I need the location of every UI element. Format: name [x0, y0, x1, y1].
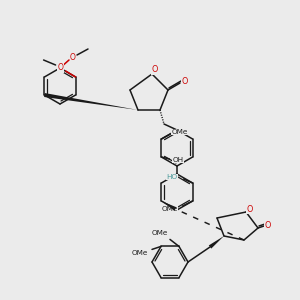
Text: O: O	[247, 205, 253, 214]
Polygon shape	[161, 201, 176, 211]
Text: OH: OH	[173, 157, 184, 163]
Text: OMe: OMe	[161, 206, 178, 212]
Text: OMe: OMe	[171, 129, 188, 135]
Polygon shape	[209, 236, 224, 249]
Text: O: O	[265, 220, 271, 230]
Text: O: O	[152, 65, 158, 74]
Text: O: O	[70, 52, 76, 62]
Polygon shape	[44, 93, 138, 110]
Text: O: O	[58, 64, 64, 73]
Text: O: O	[182, 76, 188, 85]
Text: OMe: OMe	[152, 230, 168, 236]
Text: OMe: OMe	[132, 250, 148, 256]
Text: HO: HO	[166, 174, 177, 180]
